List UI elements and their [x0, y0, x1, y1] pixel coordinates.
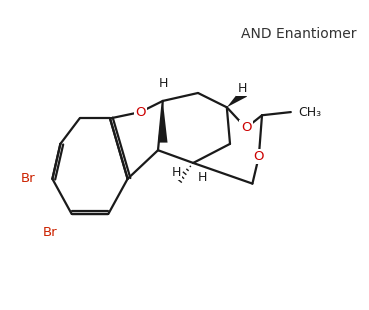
- Text: H: H: [198, 171, 207, 184]
- Text: Br: Br: [21, 172, 35, 185]
- Text: H: H: [171, 166, 181, 179]
- Text: Br: Br: [43, 226, 57, 239]
- Text: H: H: [159, 77, 168, 90]
- Polygon shape: [158, 101, 168, 143]
- Text: O: O: [241, 122, 251, 135]
- Text: O: O: [254, 150, 264, 163]
- Text: H: H: [237, 82, 247, 95]
- Text: O: O: [135, 106, 146, 118]
- Text: AND Enantiomer: AND Enantiomer: [241, 27, 356, 41]
- Text: CH₃: CH₃: [299, 106, 321, 118]
- Polygon shape: [227, 89, 247, 107]
